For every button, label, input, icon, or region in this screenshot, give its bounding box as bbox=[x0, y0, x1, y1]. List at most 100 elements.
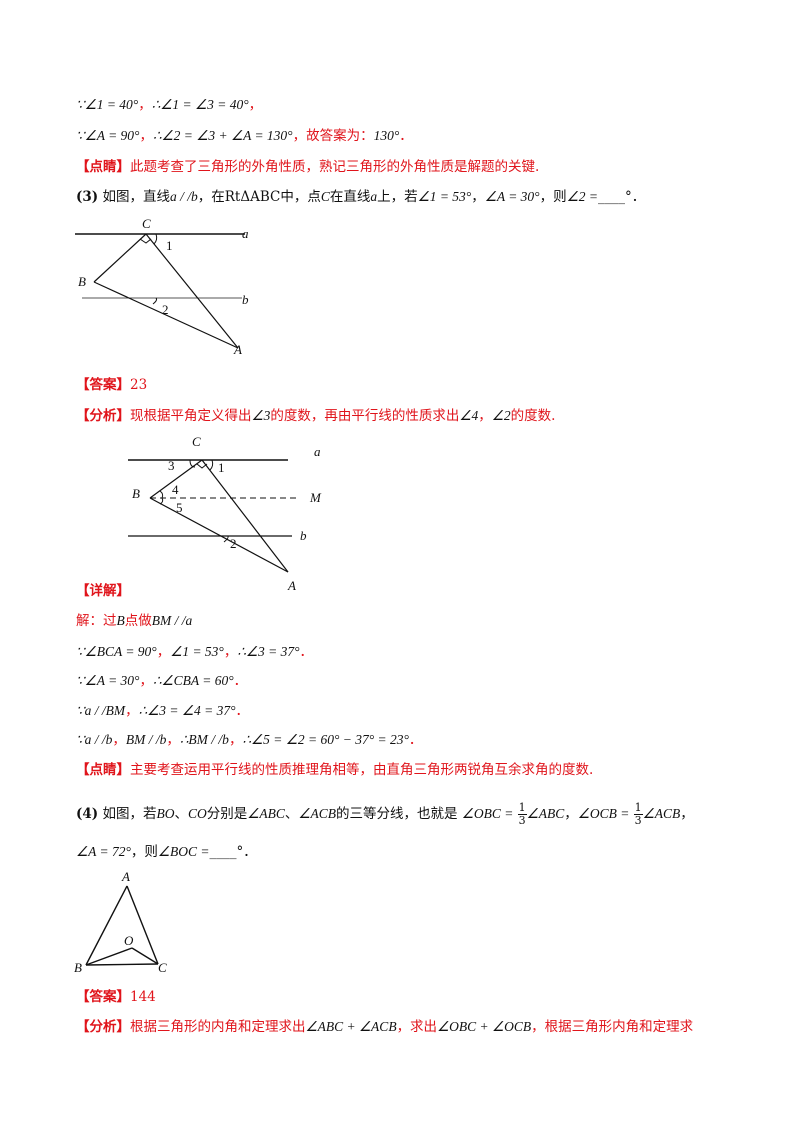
math-expr: ∴∠3 = ∠4 = 37° bbox=[138, 703, 236, 718]
label-B: B bbox=[74, 960, 82, 975]
math-expr: ∠ABC + ∠ACB bbox=[305, 1019, 397, 1034]
question-text: ，在 bbox=[197, 189, 225, 205]
math-expr: ∵∠1 = 40° bbox=[76, 97, 139, 112]
math-expr: ∠A = 30° bbox=[484, 189, 540, 204]
label-C: C bbox=[142, 216, 151, 231]
question-text: 如图，直线 bbox=[102, 189, 170, 205]
analysis-text: ，根据三角形内角和定理求 bbox=[531, 1019, 694, 1035]
math-expr: CO bbox=[187, 806, 207, 821]
math-expr: ∵a / /BM bbox=[76, 703, 126, 718]
analysis-line: 【分析】现根据平角定义得出∠3的度数，再由平行线的性质求出∠4，∠2的度数. bbox=[76, 407, 555, 425]
math-expr: ∵a / /b bbox=[76, 732, 113, 747]
question-text: 上，若 bbox=[377, 189, 418, 205]
answer-blank: ____ bbox=[597, 189, 625, 205]
analysis-text: 现根据平角定义得出 bbox=[130, 408, 252, 424]
tip-text: 此题考查了三角形的外角性质，熟记三角形的外角性质是解题的关键. bbox=[130, 159, 540, 175]
question-number: (3) bbox=[76, 189, 99, 205]
tip-text: 主要考查运用平行线的性质推理角相等，由直角三角形两锐角互余求角的度数. bbox=[130, 762, 594, 778]
label-a: a bbox=[314, 444, 321, 459]
math-expr: BM / /b bbox=[125, 732, 167, 747]
question-3: (3) 如图，直线a / /b，在RtΔABC中，点C在直线a上，若∠1 = 5… bbox=[76, 188, 645, 206]
label-3: 3 bbox=[168, 458, 175, 473]
solution-text: 解：过 bbox=[76, 613, 117, 629]
punct: ， bbox=[139, 128, 153, 144]
punct: ， bbox=[112, 732, 126, 748]
math-expr: a bbox=[370, 189, 378, 204]
punct: ， bbox=[166, 732, 180, 748]
solution-step-3: ∵∠A = 30°，∴∠CBA = 60°． bbox=[76, 672, 247, 690]
question-text: ， bbox=[564, 806, 578, 822]
label-C: C bbox=[192, 434, 201, 449]
figure-3: A O B C bbox=[74, 869, 167, 975]
label-1: 1 bbox=[166, 238, 173, 253]
math-expr: ∠1 = 53° bbox=[417, 189, 472, 204]
math-expr: ∠ACB bbox=[298, 806, 336, 821]
punct: ． bbox=[233, 673, 248, 689]
question-text: 分别是 bbox=[206, 806, 248, 822]
fraction-denominator: 3 bbox=[518, 814, 526, 827]
math-expr: ∠ABC bbox=[526, 806, 565, 821]
analysis-text: 根据三角形的内角和定理求出 bbox=[130, 1019, 306, 1035]
label-O: O bbox=[124, 933, 134, 948]
label-A: A bbox=[121, 869, 130, 884]
question-text: 如图，若 bbox=[102, 806, 157, 822]
label-b: b bbox=[300, 528, 307, 543]
analysis-tag: 【分析】 bbox=[76, 408, 130, 424]
punct: ． bbox=[408, 732, 423, 748]
step-line-1: ∵∠1 = 40°，∴∠1 = ∠3 = 40°， bbox=[76, 96, 262, 114]
label-2: 2 bbox=[162, 302, 169, 317]
figure-2: C a 3 1 B 4 M 5 b 2 A bbox=[128, 434, 322, 593]
math-expr: ∠OCB = bbox=[577, 806, 630, 821]
question-text: 、 bbox=[284, 806, 299, 822]
math-expr: ∴∠CBA = 60° bbox=[152, 673, 234, 688]
question-text: 在直线 bbox=[329, 189, 371, 205]
question-number: (4) bbox=[76, 806, 99, 822]
punct: ， bbox=[223, 644, 238, 660]
analysis-text: 的度数，再由平行线的性质求出 bbox=[270, 408, 460, 424]
punct: ， bbox=[228, 732, 243, 748]
question-4-cont: ∠A = 72°，则∠BOC =____°． bbox=[76, 843, 257, 861]
question-text: ， bbox=[471, 189, 485, 205]
analysis-tag: 【分析】 bbox=[76, 1019, 130, 1035]
label-a: a bbox=[242, 226, 249, 241]
math-expr: ∴∠5 = ∠2 = 60° − 37° = 23° bbox=[242, 732, 409, 747]
answer-text: ，故答案为： bbox=[292, 128, 374, 144]
label-B: B bbox=[132, 486, 140, 501]
math-expr: a / /b bbox=[169, 189, 198, 204]
analysis-text: ，求出 bbox=[396, 1019, 438, 1035]
punct: ， bbox=[125, 703, 139, 719]
analysis-line: 【分析】根据三角形的内角和定理求出∠ABC + ∠ACB，求出∠OBC + ∠O… bbox=[76, 1018, 693, 1036]
math-expr: B bbox=[116, 613, 125, 628]
math-expr: BM / /a bbox=[151, 613, 193, 628]
math-expr: ∠ACB bbox=[642, 806, 681, 821]
solution-step-2: ∵∠BCA = 90°，∠1 = 53°，∴∠3 = 37°． bbox=[76, 643, 313, 661]
math-expr: ∠A = 72° bbox=[76, 844, 131, 859]
label-4: 4 bbox=[172, 482, 179, 497]
question-text: 的三等分线，也就是 bbox=[335, 806, 458, 822]
math-expr: ∴∠2 = ∠3 + ∠A = 130° bbox=[152, 128, 293, 143]
question-text: 、 bbox=[174, 806, 188, 822]
label-B: B bbox=[78, 274, 86, 289]
math-expr: ∴BM / /b bbox=[179, 732, 229, 747]
details-line: 【详解】 bbox=[76, 582, 130, 600]
question-4: (4) 如图，若BO、CO分别是∠ABC、∠ACB的三等分线，也就是 ∠OBC … bbox=[76, 802, 694, 827]
solution-step-1: 解：过B点做BM / /a bbox=[76, 612, 192, 630]
solution-text: 点做 bbox=[124, 613, 152, 629]
punct: ， bbox=[248, 97, 263, 113]
question-text: °． bbox=[624, 189, 646, 205]
answer-tag: 【答案】 bbox=[76, 377, 130, 393]
math-expr: ∠ABC bbox=[247, 806, 285, 821]
details-tag: 【详解】 bbox=[76, 583, 130, 599]
fraction-denominator: 3 bbox=[634, 814, 642, 827]
question-text: ，则 bbox=[130, 844, 158, 860]
answer-line: 【答案】144 bbox=[76, 988, 156, 1006]
answer-tag: 【答案】 bbox=[76, 989, 130, 1005]
fraction-numerator: 1 bbox=[633, 801, 643, 815]
tip-tag: 【点睛】 bbox=[76, 159, 130, 175]
math-expr: ∴∠3 = 37° bbox=[237, 644, 300, 659]
math-expr: ∵∠A = 30° bbox=[76, 673, 140, 688]
figure-1: C a 1 B b 2 A bbox=[75, 216, 249, 357]
answer-blank: ____ bbox=[209, 844, 237, 860]
